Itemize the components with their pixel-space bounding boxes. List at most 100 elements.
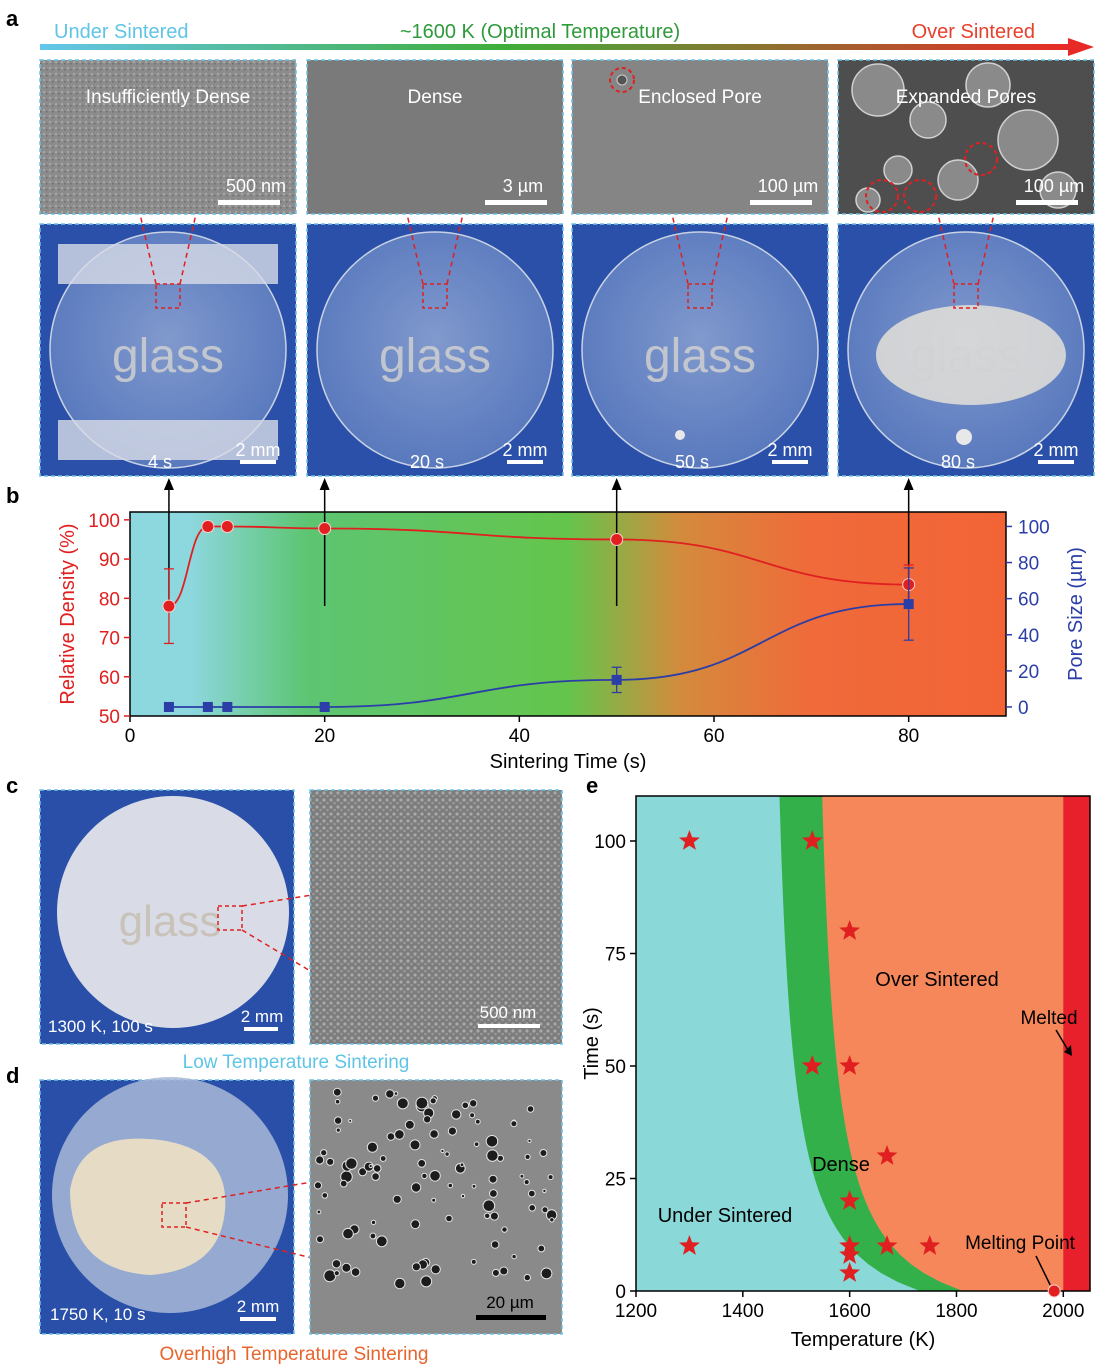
chart-e-point-2 [839,920,861,940]
panel-d-pore-48 [484,1212,491,1220]
chart-b-y2tick-label-2: 40 [1018,626,1039,647]
chart-e-region-label-over: Over Sintered [875,969,998,991]
sem-panel-3-zoom-line-right [711,213,729,285]
panel-d-pore-46 [316,1235,324,1244]
panel-d-sem-scalebar [476,1315,546,1320]
chart-e-region-label-melted: Melted [1020,1008,1077,1029]
panel-d-pore-29 [485,1135,499,1148]
panel-c-zoom-line-bottom [241,929,313,973]
panel-d-pore-92 [541,1206,549,1214]
chart-e-xtick-label-2: 1600 [829,1301,871,1322]
panel-d-pore-52 [417,1159,427,1168]
panel-d-pore-84 [523,1273,531,1282]
panel-c-sem [309,789,563,1045]
panel-d-sem [309,1079,563,1335]
panel-d-pore-57 [410,1182,422,1193]
panel-c: glass 1300 K, 100 s 2 mm 500 nm Low Temp… [39,789,563,1073]
panel-d-pore-90 [501,1226,508,1233]
chart-b-series-0-point-2 [220,520,234,534]
sem-panel-3-disk [581,231,819,469]
panel-d-pore-36 [470,1258,477,1265]
chart-b-series-0-point-3 [318,521,332,535]
panel-d-pore-7 [323,1269,337,1283]
chart-e-region-label-dense: Dense [812,1154,870,1176]
sem-panel-1-opaque-bottom [58,420,278,460]
sem-panel-1-label: Insufficiently Dense [86,87,250,108]
chart-e-point-6 [839,1190,861,1210]
panel-d-pore-64 [326,1157,335,1166]
panel-d-pore-89 [350,1267,361,1277]
sem-panel-4-pore-0 [851,63,905,117]
panel-d-pore-24 [375,1235,388,1248]
panel-d-pore-4 [469,1099,478,1108]
panel-d-pore-19 [410,1219,421,1230]
sem-row: Insufficiently Dense 500 nm glass 4 s 2 mm De… [39,59,1095,477]
chart-e-region-over [822,796,1090,1291]
panel-d-pore-73 [411,1262,421,1272]
panel-d-pore-30 [315,1155,325,1165]
sem-panel-2-roi [422,283,448,309]
chart-b-series-0-point-4 [610,532,624,546]
panel-c-sem-scale: 500 nm [480,1003,537,1022]
sem-panel-2-photo-scalebar [507,460,543,464]
sem-panel-4-time: 80 s [941,452,975,472]
panel-d-pore-17 [469,1112,476,1119]
chart-b-ytick-label-0: 50 [99,707,120,728]
chart-b-series-1-point-3 [319,701,330,712]
chart-b-series-1-point-1 [202,701,213,712]
panel-d-pore-78 [526,1105,535,1113]
chart-e-point-11 [839,1244,861,1264]
panel-d-pore-71 [528,1204,537,1212]
panel-d-pore-107 [471,1183,477,1189]
panel-d-pore-79 [368,1163,373,1169]
panel-d-pore-74 [333,1116,343,1125]
chart-b-ytick-label-2: 70 [99,629,120,650]
sem-panel-4-label: Expanded Pores [896,87,1037,108]
panel-letter-d: d [6,1063,19,1088]
sem-panel-3-scale: 100 µm [758,176,818,196]
sem-panel-2-scale: 3 µm [503,176,543,196]
panel-d-pore-50 [334,1098,341,1105]
sem-panel-3-label: Enclosed Pore [638,87,762,108]
sem-panel-4-opaque-region [876,305,1066,405]
panel-d-sem-scale: 20 µm [486,1293,534,1312]
panel-d-pore-3 [409,1139,421,1151]
panel-d-pore-105 [386,1132,396,1141]
panel-d: 1750 K, 10 s 2 mm 20 µm Overhigh Tempera… [39,1077,563,1365]
chart-e-frame [635,795,1091,1292]
panel-letter-a: a [6,6,19,31]
top-gradient-arrow [40,44,1070,50]
sem-panel-4-zoom-line-left [937,213,955,285]
chart-e-point-7 [679,1235,700,1255]
chart-b-series-0-point-1 [201,520,215,534]
chart-e-ytick-label-0: 0 [615,1282,626,1303]
panel-d-pore-106 [447,1126,457,1136]
sem-panel-1-zoom-line-left [139,213,157,285]
panel-c-caption: Low Temperature Sintering [183,1052,410,1073]
sem-panel-4-pore-highlight-1 [903,179,937,213]
chart-e-xtick-label-3: 1800 [935,1301,977,1322]
panel-d-caption: Overhigh Temperature Sintering [160,1344,429,1365]
chart-b-y2tick-label-1: 20 [1018,662,1039,683]
chart-e-ytick-label-3: 75 [605,945,626,966]
sem-panel-4-scale: 100 µm [1024,176,1084,196]
chart-e-point-9 [876,1235,898,1255]
sem-panel-4-pore-highlight-2 [964,142,998,176]
sem-panel-2-image [306,59,564,215]
panel-d-pore-42 [366,1141,378,1153]
chart-b-xtick-label-4: 80 [898,726,919,747]
panel-d-pore-93 [392,1194,402,1204]
sem-panel-3-scalebar [750,200,812,205]
panel-c-disk [57,796,289,1028]
panel-c-glass-text: glass [119,897,222,946]
panel-d-pore-65 [549,1217,555,1223]
panel-d-pore-10 [473,1141,480,1147]
chart-e-xtick-label-1: 1400 [722,1301,764,1322]
sem-panel-2-label: Dense [408,87,463,108]
sem-panel-3-time: 50 s [675,452,709,472]
sem-panel-1-photo-scalebar [240,460,276,464]
panel-d-pore-34 [527,1138,532,1144]
chart-b-series-1-point-4 [611,674,622,685]
panel-d-pore-27 [320,1149,328,1157]
